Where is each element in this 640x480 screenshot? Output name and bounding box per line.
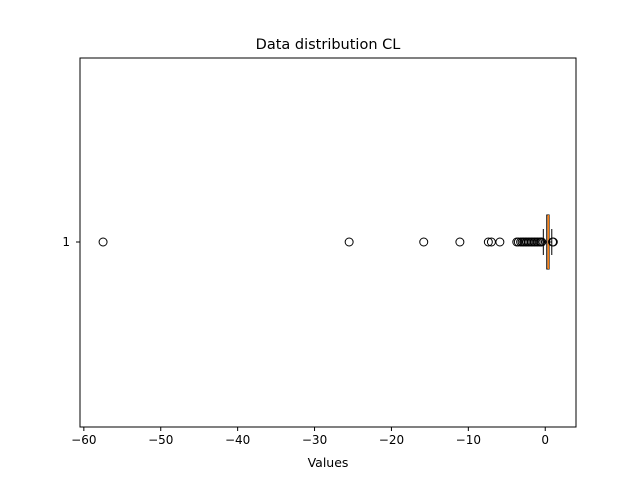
x-tick-label: −50	[148, 433, 173, 447]
outlier-point	[483, 237, 493, 247]
x-tick-label: −20	[379, 433, 404, 447]
chart-title: Data distribution CL	[256, 37, 401, 53]
x-tick-label: −30	[302, 433, 327, 447]
x-tick-label: −10	[456, 433, 481, 447]
outlier-point	[419, 237, 429, 247]
y-axis-ticks: 1	[62, 235, 80, 249]
x-tick-label: −60	[71, 433, 96, 447]
boxplot-marks	[98, 214, 558, 270]
outlier-point	[548, 237, 558, 247]
outlier-point	[98, 237, 108, 247]
x-tick-label: 0	[541, 433, 549, 447]
outlier-point	[455, 237, 465, 247]
outlier-point	[495, 237, 505, 247]
outlier-point	[537, 237, 547, 247]
x-tick-label: −40	[225, 433, 250, 447]
x-axis-label: Values	[308, 455, 349, 470]
x-axis-ticks: −60 −50 −40 −30 −20 −10 0	[71, 427, 549, 447]
y-tick-label: 1	[62, 235, 70, 249]
plot-area	[79, 57, 577, 428]
outlier-point	[344, 237, 354, 247]
